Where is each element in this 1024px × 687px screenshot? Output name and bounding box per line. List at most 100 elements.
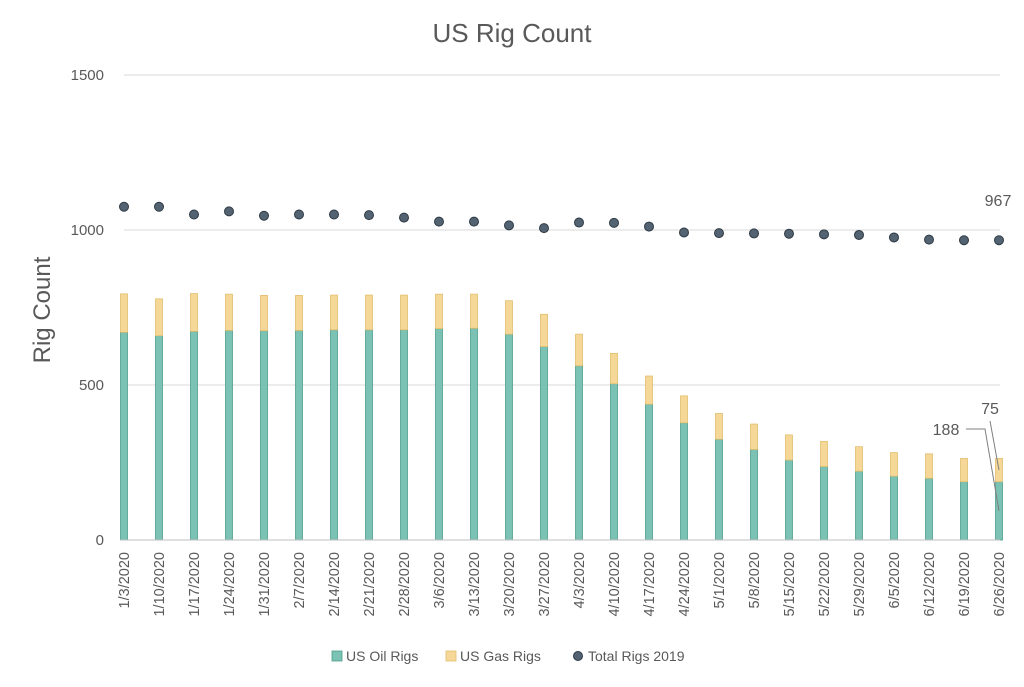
gas-rigs-label: 75 [981, 401, 999, 418]
x-tick-label: 3/13/2020 [467, 552, 483, 617]
total-rigs-label: 967 [985, 193, 1012, 210]
legend-oil-swatch [331, 650, 343, 662]
gas-rigs-bar [715, 413, 723, 440]
x-tick-label: 6/19/2020 [957, 552, 973, 617]
total-rigs-point [539, 223, 549, 234]
x-tick-label: 6/26/2020 [992, 552, 1008, 617]
x-tick-label: 2/21/2020 [362, 552, 378, 617]
gas-rigs-bar [330, 294, 338, 331]
oil-rigs-bar [400, 329, 408, 541]
gas-rigs-bar [505, 300, 513, 335]
total-rigs-point [924, 234, 934, 245]
total-rigs-point [329, 209, 339, 220]
total-rigs-point [749, 228, 759, 239]
x-tick-label: 1/10/2020 [152, 552, 168, 617]
gas-rigs-bar [190, 293, 198, 332]
oil-rigs-bar [225, 330, 233, 541]
y-tick-label: 1500 [71, 67, 104, 84]
y-axis-label: Rig Count [29, 256, 56, 363]
total-rigs-point [224, 206, 234, 217]
total-rigs-point [189, 209, 199, 220]
x-tick-label: 6/12/2020 [922, 552, 938, 617]
total-rigs-point [154, 201, 164, 212]
x-axis-ticks: 1/3/2020 1/10/2020 1/17/2020 1/24/2020 1/31/… [117, 552, 1008, 617]
gas-rigs-bar [400, 294, 408, 331]
legend-gas-label: US Gas Rigs [460, 648, 541, 664]
oil-rigs-bar [295, 330, 303, 541]
oil-label-leader [966, 428, 1000, 511]
oil-rigs-bar [750, 449, 758, 541]
gas-rigs-bar [610, 352, 618, 385]
x-tick-label: 1/31/2020 [257, 552, 273, 617]
x-tick-label: 6/5/2020 [887, 552, 903, 608]
oil-rigs-bar [505, 333, 513, 541]
gas-rigs-bar [155, 298, 163, 337]
legend-total-marker [573, 651, 583, 661]
total-rigs-point [399, 212, 409, 223]
oil-rigs-bar [330, 329, 338, 541]
y-axis-ticks: 0 500 1000 1500 [71, 67, 104, 549]
gas-rigs-bar [365, 294, 373, 331]
total-rigs-point [294, 209, 304, 220]
chart-title: US Rig Count [433, 18, 593, 48]
gas-rigs-bar [925, 453, 933, 479]
gridlines [124, 74, 1000, 386]
annotations: 967 75 188 [933, 193, 1012, 511]
gas-rigs-bar [575, 333, 583, 367]
legend-oil-label: US Oil Rigs [346, 648, 418, 664]
y-tick-label: 0 [96, 532, 104, 549]
oil-rigs-bar [575, 365, 583, 541]
x-tick-label: 2/14/2020 [327, 552, 343, 617]
legend-total-label: Total Rigs 2019 [588, 648, 685, 664]
oil-rigs-bar [645, 403, 653, 541]
oil-rigs-bar [435, 328, 443, 541]
gas-rigs-bar [820, 441, 828, 467]
y-tick-label: 500 [79, 377, 104, 394]
gas-rigs-bar [540, 313, 548, 347]
bars [120, 293, 1003, 541]
gas-rigs-bar [960, 458, 968, 483]
gas-rigs-bar [295, 295, 303, 331]
total-rigs-point [714, 228, 724, 239]
gas-rigs-bar [470, 293, 478, 329]
gas-rigs-bar [645, 375, 653, 405]
total-rigs-point [504, 220, 514, 231]
oil-rigs-bar [470, 327, 478, 541]
x-tick-label: 2/28/2020 [397, 552, 413, 617]
x-tick-label: 5/29/2020 [852, 552, 868, 617]
oil-rigs-bar [610, 383, 618, 541]
total-rigs-point [854, 229, 864, 240]
gas-label-leader [989, 420, 1000, 471]
total-rigs-point [259, 210, 269, 221]
oil-rigs-bar [960, 481, 968, 541]
total-rigs-point [119, 201, 129, 212]
total-rigs-point [574, 217, 584, 228]
x-tick-label: 3/27/2020 [537, 552, 553, 617]
scatter-points [119, 201, 1004, 246]
oil-rigs-bar [820, 466, 828, 541]
oil-rigs-bar [925, 477, 933, 541]
legend-gas-swatch [445, 650, 457, 662]
x-tick-label: 4/17/2020 [642, 552, 658, 617]
total-rigs-point [679, 227, 689, 238]
x-tick-label: 4/3/2020 [572, 552, 588, 608]
oil-rigs-bar [120, 331, 128, 541]
y-tick-label: 1000 [71, 222, 104, 239]
oil-rigs-bar [540, 346, 548, 541]
gas-rigs-bar [435, 293, 443, 329]
x-tick-label: 4/24/2020 [677, 552, 693, 617]
x-tick-label: 5/15/2020 [782, 552, 798, 617]
oil-rigs-bar [365, 329, 373, 541]
gas-rigs-bar [680, 395, 688, 424]
oil-rigs-bar [855, 470, 863, 541]
gas-rigs-bar [855, 446, 863, 472]
gas-rigs-bar [785, 434, 793, 461]
total-rigs-point [609, 217, 619, 228]
oil-rigs-bar [680, 422, 688, 541]
x-tick-label: 5/1/2020 [712, 552, 728, 608]
gas-rigs-bar [750, 423, 758, 450]
oil-rigs-bar [715, 438, 723, 541]
oil-rigs-bar [155, 335, 163, 541]
oil-rigs-label: 188 [933, 422, 960, 439]
